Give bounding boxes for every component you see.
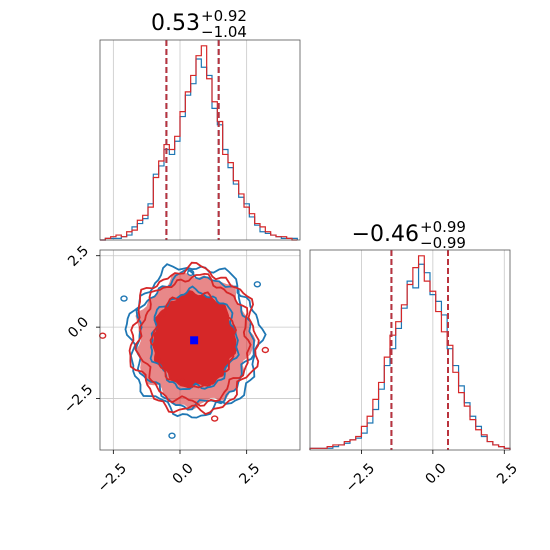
panel-2-x-tick-label: −2.5 [95, 460, 130, 495]
panel-3-histograms [309, 255, 511, 450]
panel-3-frame [309, 249, 511, 451]
panel-3-x-tick-label: −2.5 [343, 460, 378, 495]
panel-2-y-tick-label: 2.5 [65, 243, 92, 270]
contour-island [120, 295, 128, 302]
contour-island [253, 281, 262, 288]
contour-line-blue [149, 285, 240, 391]
contour-island [168, 432, 176, 439]
panel-2-y-tick-label: 0.0 [65, 314, 92, 341]
panel-3-quantile-lines [390, 250, 449, 450]
contour-island [186, 269, 195, 277]
panel-1-quantile-lines [165, 40, 220, 240]
panel-2-x-tick-label: 0.0 [170, 460, 197, 487]
panel-2-median-marker [190, 336, 199, 345]
histogram-blue [100, 58, 298, 241]
panel-2-y-ticks: 2.5 0.0 −2.5 [61, 243, 100, 417]
panel-1-histograms [100, 45, 298, 241]
panel-2-contours [98, 261, 270, 439]
panel-1-title-sub: −1.04 [201, 23, 247, 41]
panel-3-title-main: −0.46 [352, 222, 419, 247]
panel-3-grid [361, 250, 505, 450]
panel-3-x-tick-label: 2.5 [494, 460, 521, 487]
panel-1-title-sup: +0.92 [201, 7, 247, 25]
panel-3-title-sup: +0.99 [420, 218, 466, 236]
median-point [190, 336, 199, 345]
contour-line-red [134, 272, 252, 407]
panel-3-title-sub: −0.99 [420, 234, 466, 252]
histogram-red [100, 45, 298, 241]
contour-line-red [149, 291, 237, 389]
panel-2-x-ticks: −2.5 0.0 2.5 [95, 450, 263, 496]
panel-param-2-histogram: −0.46 +0.99 −0.99 −2.5 0.0 2.5 [309, 218, 521, 496]
contour-line-red [128, 261, 260, 416]
panel-2-frame [99, 249, 301, 451]
panel-3-x-ticks: −2.5 0.0 2.5 [343, 450, 521, 496]
panel-1-title: 0.53 [151, 11, 200, 36]
panel-2-x-tick-label: 2.5 [236, 460, 263, 487]
contour-island [98, 332, 107, 339]
panel-param-1-histogram: 0.53 +0.92 −1.04 [99, 7, 301, 241]
contour-island [261, 346, 270, 354]
panel-1-title-main: 0.53 [151, 11, 200, 36]
histogram-red [309, 255, 511, 450]
contour-island [210, 415, 219, 422]
panel-3-x-tick-label: 0.0 [423, 460, 450, 487]
histogram-blue [309, 263, 511, 450]
panel-2-y-tick-label: −2.5 [61, 382, 96, 417]
panel-1-frame [99, 39, 301, 241]
panel-joint-contour: −2.5 0.0 2.5 2.5 0.0 −2.5 [61, 243, 301, 496]
